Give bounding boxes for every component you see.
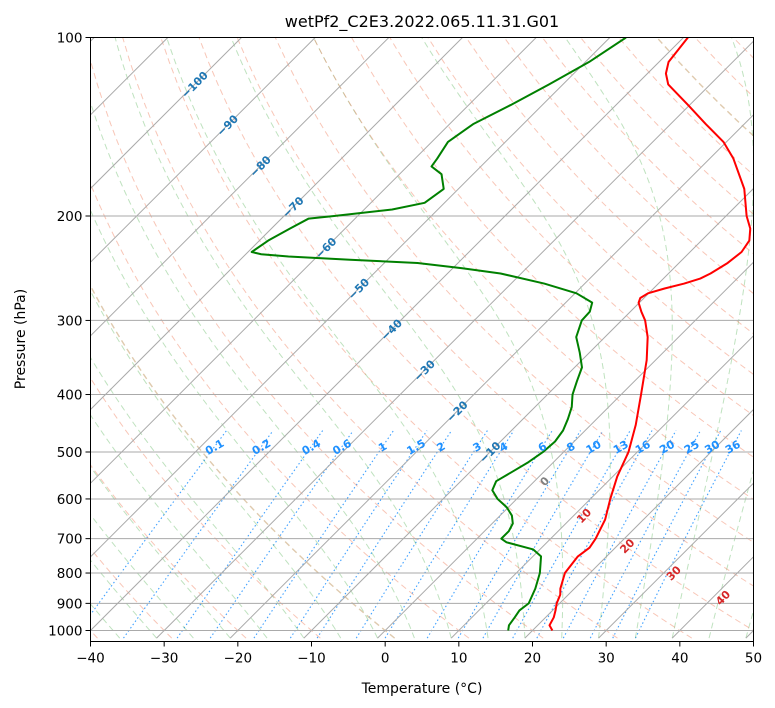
mixing-ratio-line [634, 430, 742, 639]
moist-adiabat-line [90, 290, 342, 639]
mixing-ratio-line [123, 430, 274, 639]
isotherm-gridline [377, 261, 754, 639]
dry-adiabats [90, 37, 775, 639]
isotherm-grid [90, 37, 754, 639]
dry-adiabat-line [427, 37, 754, 375]
x-tick-label: 10 [450, 651, 467, 667]
moist-adiabat-line [90, 209, 378, 639]
x-tick-label: −40 [76, 651, 105, 667]
dry-adiabat-line [313, 37, 754, 501]
mixing-ratio-line [253, 430, 394, 639]
moist-adiabat-line [313, 37, 564, 639]
moist-adiabat-line [708, 468, 754, 639]
dry-adiabat-line [90, 182, 470, 639]
x-tick-label: 0 [381, 651, 390, 667]
y-tick-label: 300 [57, 313, 83, 329]
y-axis: 100 200 300 400 500 600 700 800 900 1000 [48, 31, 91, 640]
moist-adiabat-line [90, 414, 268, 639]
isotherm-gridline [90, 37, 242, 190]
x-tick-label: −20 [224, 651, 253, 667]
dry-adiabat-line [90, 377, 321, 639]
mixing-ratio-line [562, 430, 677, 639]
mixing-ratio-line [457, 430, 582, 639]
mixing-ratio-line [316, 430, 453, 639]
y-tick-label: 800 [57, 566, 83, 582]
dry-adiabat-line [771, 38, 775, 639]
moist-adiabat-line [90, 465, 231, 639]
x-tick-label: 20 [524, 651, 541, 667]
isotherm-gridline [524, 408, 754, 639]
isotherm-gridline [90, 37, 316, 263]
dry-adiabat-line [90, 58, 544, 639]
sounding-profiles [250, 37, 752, 631]
dewpoint-profile-line [250, 37, 627, 631]
isobar-grid [90, 37, 754, 631]
temperature-profile-line [548, 37, 752, 631]
mixing-ratio-line [512, 430, 631, 639]
moist-adiabat-line [671, 37, 754, 639]
x-tick-label: 30 [598, 651, 615, 667]
moist-adiabat-line [90, 513, 194, 639]
dry-adiabat-line [351, 37, 754, 458]
mixing-ratio-line [355, 430, 488, 639]
dry-adiabat-line [160, 37, 693, 639]
y-tick-label: 700 [57, 532, 83, 548]
moist-adiabat-line [421, 37, 611, 639]
dry-adiabat-line [389, 37, 754, 417]
isotherm-gridline [598, 482, 754, 639]
dry-adiabat-line [236, 37, 754, 587]
y-tick-label: 600 [57, 492, 83, 508]
y-tick-label: 400 [57, 388, 83, 404]
isotherm-gridline [90, 37, 611, 558]
y-tick-label: 200 [57, 209, 83, 225]
y-tick-label: 900 [57, 596, 83, 612]
x-tick-label: 40 [671, 651, 688, 667]
dry-adiabat-line [274, 37, 754, 543]
isotherm-gridline [90, 37, 463, 411]
moist-adiabat-line [230, 37, 526, 639]
moist-adiabat-line [90, 100, 415, 639]
isotherm-gridline [450, 335, 754, 639]
x-tick-label: 50 [745, 651, 762, 667]
isotherm-gridline [303, 187, 754, 639]
isotherm-gridline [156, 40, 754, 639]
dry-adiabat-line [90, 284, 396, 639]
x-tick-label: −10 [297, 651, 326, 667]
dry-adiabat-line [503, 37, 754, 295]
mixing-ratio-line [384, 430, 515, 639]
y-tick-label: 500 [57, 445, 83, 461]
moist-adiabat-line [114, 37, 452, 639]
dry-adiabat-line [90, 464, 247, 639]
chart-title: wetPf2_C2E3.2022.065.11.31.G01 [285, 12, 559, 32]
plot-background [90, 37, 754, 642]
x-axis-label: Temperature (°C) [361, 681, 483, 697]
moist-adiabat-line [564, 37, 673, 639]
plot-frame [90, 37, 754, 642]
isotherm-gridline [229, 114, 754, 639]
y-axis-label: Pressure (hPa) [13, 289, 29, 389]
isotherm-gridline [90, 37, 684, 632]
mixing-ratio-line [209, 430, 354, 639]
x-axis: −40 −30 −20 −10 0 10 20 30 40 50 [76, 641, 762, 667]
isotherm-gridline [90, 37, 537, 484]
isotherm-gridline [90, 37, 390, 337]
dry-adiabat-line [198, 37, 754, 632]
y-tick-label: 1000 [48, 624, 82, 640]
mixing-ratio-line [426, 430, 553, 639]
dry-adiabat-line [465, 37, 754, 335]
mixing-ratio-line [482, 430, 604, 639]
moist-adiabat-line [166, 37, 489, 639]
x-tick-label: −30 [150, 651, 179, 667]
dry-adiabat-line [122, 37, 618, 639]
moist-adiabat-line [90, 559, 157, 639]
y-tick-label: 100 [57, 31, 83, 47]
